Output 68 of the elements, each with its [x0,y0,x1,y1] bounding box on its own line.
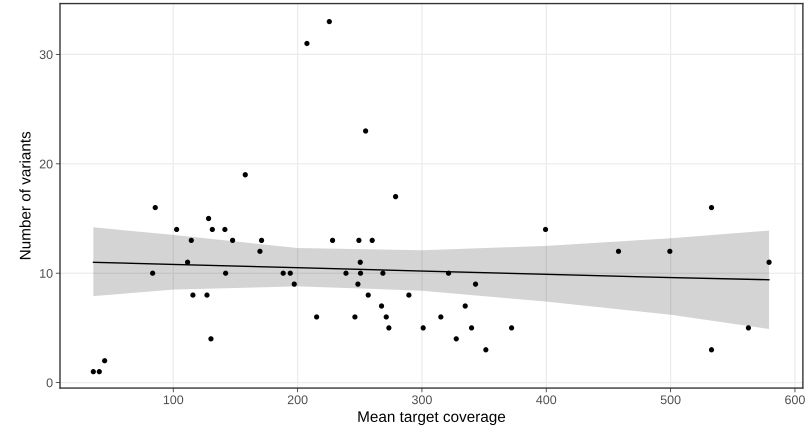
y-tick-label: 20 [40,160,53,168]
point [150,270,156,276]
point [472,282,478,287]
point [420,325,426,330]
x-tick-label: 300 [412,395,432,404]
point [292,282,297,287]
point [223,270,228,276]
point [355,282,361,287]
x-tick-label: 600 [785,395,805,404]
point [363,128,368,134]
point [384,314,389,320]
point [358,270,364,276]
point [352,314,358,320]
y-tick-label: 0 [46,378,53,388]
point [206,216,212,222]
x-axis-title: Mean target coverage [358,411,506,426]
point [330,238,336,243]
point [370,238,375,243]
point [258,238,264,243]
point [358,260,363,265]
point [208,336,214,342]
point [343,270,349,276]
point [242,172,248,178]
point [454,336,459,342]
point [304,40,310,46]
y-axis-title: Number of variants [19,132,31,260]
point [152,204,158,210]
point [708,204,714,210]
point [462,303,468,309]
point [366,292,371,298]
point [90,369,96,374]
point [204,292,210,298]
y-tick-label: 30 [40,50,53,60]
point [210,226,215,232]
point [542,226,548,232]
x-tick-label: 500 [660,395,681,404]
line-series [92,262,770,280]
point [468,325,474,330]
point [257,248,263,254]
point [438,314,444,320]
point [667,248,672,254]
point [483,347,488,352]
point [508,325,514,330]
point [766,260,772,265]
point [356,238,362,243]
x-tick-label: 100 [164,395,184,404]
point [378,303,384,309]
point [280,270,286,276]
point [222,226,228,232]
point [616,248,622,254]
point [380,270,386,276]
point [190,292,196,298]
y-tick-label: 10 [40,269,53,278]
point [406,292,412,298]
x-tick-label: 400 [536,395,556,404]
point [326,18,332,24]
point [174,226,180,232]
point [230,238,236,243]
point [288,270,293,276]
point [96,369,102,374]
point [188,238,194,243]
point [386,325,392,330]
x-tick-label: 200 [288,395,308,404]
point [708,347,714,352]
point [392,194,398,200]
point [314,314,320,320]
point [102,358,108,364]
point [746,325,752,330]
